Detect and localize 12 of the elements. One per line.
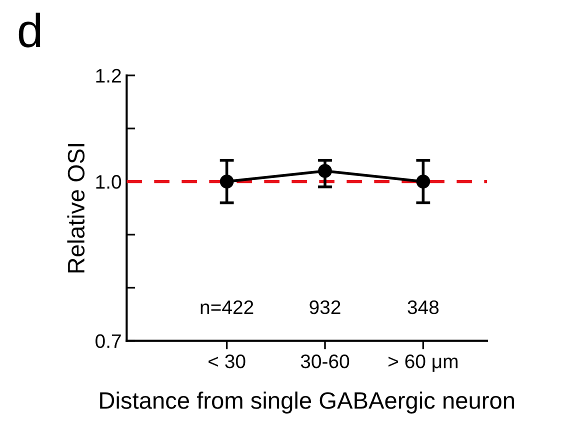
annotation: 348 bbox=[408, 300, 439, 314]
x-tick-label: < 30 bbox=[208, 354, 246, 368]
chart-title: d bbox=[18, 12, 40, 48]
annotation: n=422 bbox=[200, 300, 254, 314]
x-tick-label: 30-60 bbox=[300, 354, 350, 368]
y-tick-label: 1.2 bbox=[96, 68, 121, 82]
y-tick-label: 0.7 bbox=[96, 334, 121, 348]
annotation: 932 bbox=[310, 300, 340, 314]
x-axis-title: Distance from single GABAergic neuron bbox=[100, 392, 514, 414]
y-tick-label: 1.0 bbox=[96, 175, 122, 189]
y-axis-title: Relative OSI bbox=[67, 144, 85, 272]
x-tick-label: > 60 μm bbox=[388, 354, 458, 372]
